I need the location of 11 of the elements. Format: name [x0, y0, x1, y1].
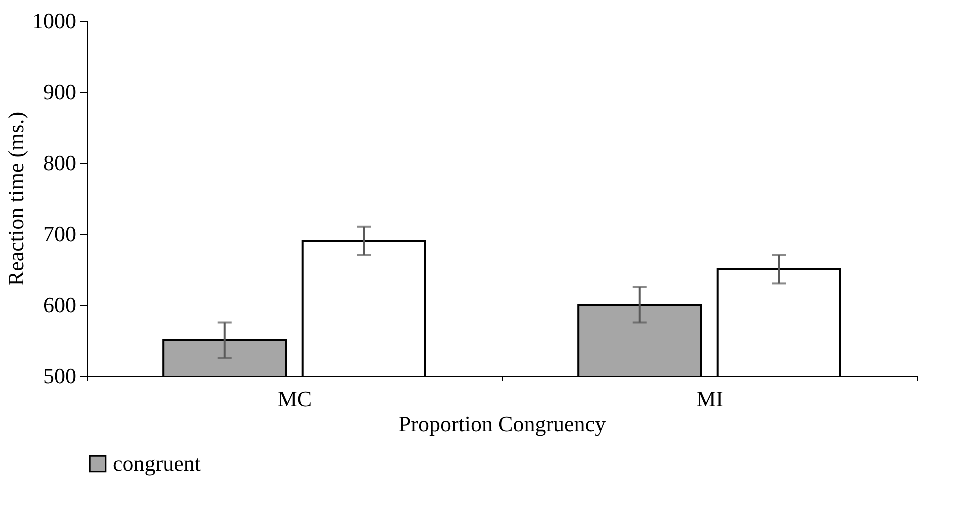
x-tick-label: MI: [696, 386, 724, 412]
y-tick-label: 900: [44, 80, 76, 104]
x-tick-label: MC: [278, 386, 312, 412]
y-tick-label: 700: [44, 222, 76, 246]
y-tick-label: 600: [44, 292, 76, 318]
y-tick-label: 500: [44, 364, 76, 388]
y-axis-title: Reaction time (ms.): [4, 112, 28, 286]
y-tick-label: 800: [44, 150, 76, 176]
legend-label: congruent: [113, 451, 201, 476]
x-axis-title: Proportion Congruency: [398, 412, 606, 436]
y-tick-label: 1000: [32, 8, 76, 34]
